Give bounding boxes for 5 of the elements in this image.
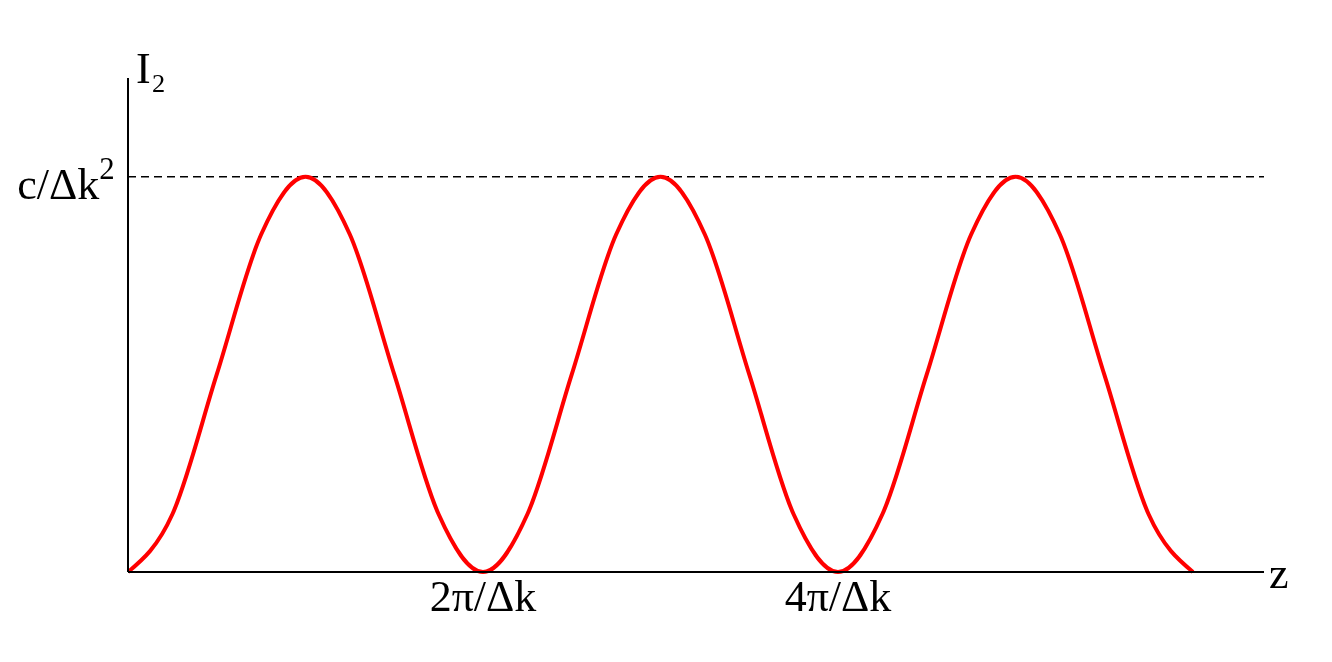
- ref-line-label: c/Δk$^{2}$: [17, 151, 115, 209]
- x-axis-title: z: [1269, 548, 1289, 598]
- x-tick-label: 4π/Δk: [784, 572, 892, 622]
- x-tick-label: 2π/Δk: [429, 572, 537, 622]
- y-axis-title: I₂: [136, 44, 166, 93]
